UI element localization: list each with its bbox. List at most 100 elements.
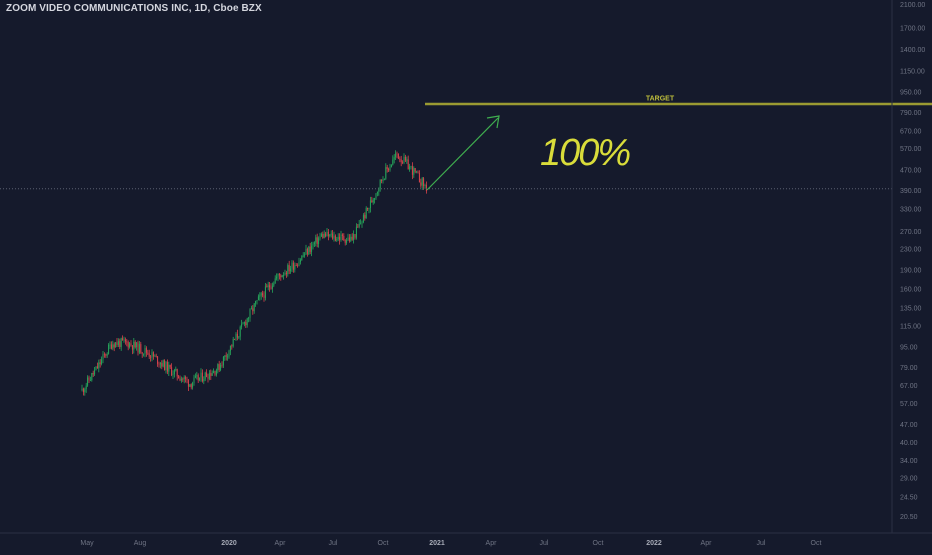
candle-body [150, 356, 152, 358]
candle-body [137, 342, 139, 353]
candle-body [192, 383, 194, 388]
candle-body [96, 366, 98, 369]
candle-body [131, 345, 133, 350]
candle-body [194, 376, 196, 378]
candle-body [159, 363, 161, 365]
candle-body [98, 362, 100, 369]
candle-body [285, 272, 287, 275]
candle-body [343, 235, 345, 240]
candle-body [329, 234, 331, 237]
candle-body [298, 262, 300, 266]
candle-body [375, 193, 377, 199]
candle-body [371, 200, 373, 203]
time-tick-label: 2022 [646, 540, 662, 547]
candle-body [274, 278, 276, 284]
candle-body [162, 360, 164, 367]
candle-body [120, 338, 122, 347]
time-tick-label: Aug [134, 540, 147, 547]
candle-body [119, 341, 121, 347]
candle-body [263, 295, 265, 298]
candle-body [404, 156, 406, 161]
candle-body [379, 179, 381, 189]
candle-body [239, 326, 241, 337]
candle-body [197, 375, 199, 381]
candle-body [382, 178, 384, 182]
candle-body [210, 372, 212, 376]
candle-body [326, 232, 328, 237]
candle-body [201, 372, 203, 382]
candle-body [354, 234, 356, 238]
candle-body [374, 198, 376, 200]
candle-body [103, 354, 105, 356]
candle-body [260, 293, 262, 296]
candle-body [215, 370, 217, 375]
projection-arrowhead [486, 115, 500, 129]
price-tick-label: 2100.00 [900, 2, 925, 9]
price-tick-label: 24.50 [900, 494, 918, 501]
price-tick-label: 34.00 [900, 458, 918, 465]
candle-body [224, 355, 226, 357]
candle-body [245, 322, 247, 326]
candle-body [235, 333, 237, 340]
candle-body [204, 372, 206, 380]
candle-body [208, 372, 210, 379]
candle-body [246, 318, 248, 326]
candle-body [253, 303, 255, 312]
candle-body [173, 370, 175, 375]
candle-body [171, 367, 173, 376]
candle-body [400, 159, 402, 163]
candle-body [376, 191, 378, 194]
candle-body [269, 285, 271, 288]
candle-body [221, 364, 223, 366]
candle-body [126, 341, 128, 343]
candle-body [368, 208, 370, 210]
candle-body [124, 339, 126, 342]
candle-body [187, 380, 189, 387]
candle-body [249, 309, 251, 318]
candle-body [353, 234, 355, 240]
candle-body [423, 178, 425, 186]
candle-body [339, 236, 341, 241]
candle-body [409, 166, 411, 170]
candle-body [372, 199, 374, 203]
candle-body [420, 182, 422, 186]
candle-body [145, 348, 147, 353]
candle-body [196, 375, 198, 377]
projection-arrow [426, 117, 499, 191]
candle-body [127, 342, 129, 348]
candle-body [313, 242, 315, 244]
candle-body [186, 378, 188, 381]
candle-body [319, 236, 321, 239]
candle-body [85, 385, 87, 390]
candle-body [122, 338, 124, 341]
candle-body [256, 300, 258, 302]
price-tick-label: 570.00 [900, 146, 922, 153]
candle-body [227, 356, 229, 358]
candle-body [175, 369, 177, 371]
price-tick-label: 670.00 [900, 128, 922, 135]
candle-body [220, 364, 222, 370]
candle-body [402, 162, 404, 163]
candle-body [320, 234, 322, 237]
candle-body [425, 185, 427, 191]
candle-body [138, 344, 140, 353]
candle-body [273, 283, 275, 286]
candle-body [323, 233, 325, 238]
candle-body [325, 233, 327, 237]
candle-body [424, 185, 426, 186]
candle-body [410, 166, 412, 167]
time-tick-label: Jul [329, 540, 338, 547]
candle-body [140, 344, 142, 353]
candle-body [421, 178, 423, 186]
candle-body [312, 243, 314, 246]
candle-body [383, 178, 385, 180]
candle-body [411, 166, 413, 175]
candle-body [217, 364, 219, 371]
candle-body [211, 373, 213, 376]
candle-body [304, 254, 306, 256]
price-tick-label: 29.00 [900, 476, 918, 483]
candle-body [172, 374, 174, 376]
price-tick-label: 67.00 [900, 383, 918, 390]
